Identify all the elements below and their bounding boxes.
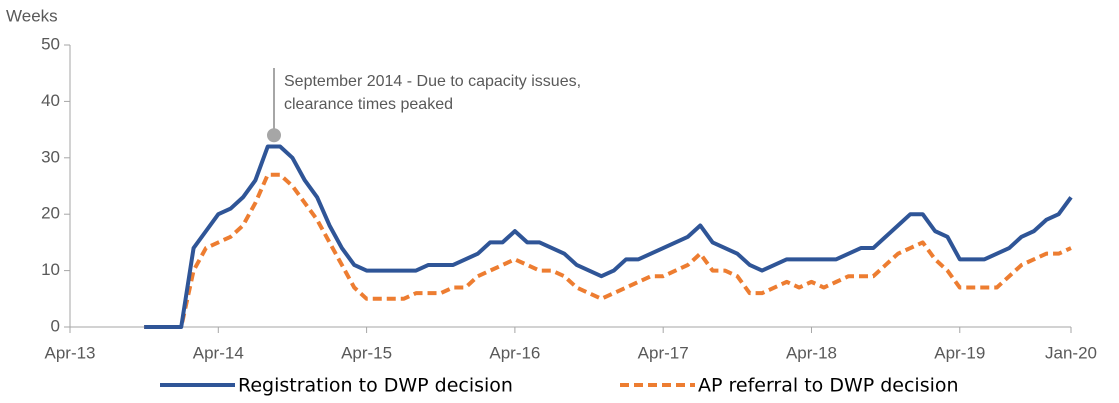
y-tick-label: 10 xyxy=(41,260,60,279)
y-axis-label: Weeks xyxy=(6,6,58,25)
x-tick-label: Apr-15 xyxy=(341,343,392,362)
annotation-text: clearance times peaked xyxy=(284,96,453,113)
y-tick-label: 40 xyxy=(41,91,60,110)
x-tick-label: Apr-13 xyxy=(44,343,95,362)
x-tick-label: Apr-14 xyxy=(193,343,244,362)
y-tick-label: 50 xyxy=(41,34,60,53)
annotation-text: September 2014 - Due to capacity issues, xyxy=(284,73,581,90)
legend-label: AP referral to DWP decision xyxy=(698,375,959,397)
x-tick-label: Apr-16 xyxy=(489,343,540,362)
series-line xyxy=(144,172,1072,329)
y-tick-label: 30 xyxy=(41,147,60,166)
y-tick-label: 20 xyxy=(41,204,60,223)
x-tick-label: Apr-17 xyxy=(638,343,689,362)
x-tick-label: Apr-19 xyxy=(934,343,985,362)
x-tick-label: Jan-20 xyxy=(1045,343,1097,362)
series-line xyxy=(144,144,1073,329)
annotation-marker xyxy=(267,128,281,143)
y-tick-label: 0 xyxy=(51,316,60,335)
legend-label: Registration to DWP decision xyxy=(238,375,513,397)
x-tick-label: Apr-18 xyxy=(786,343,837,362)
